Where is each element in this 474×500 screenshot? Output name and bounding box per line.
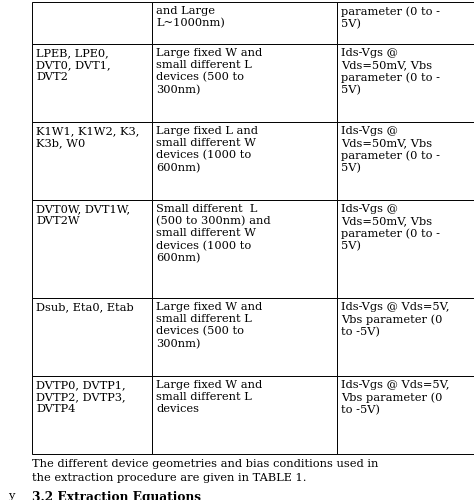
Text: Large fixed L and
small different W
devices (1000 to
600nm): Large fixed L and small different W devi… [156, 126, 258, 173]
Bar [32, 122, 152, 200]
Bar [337, 44, 474, 122]
Bar [152, 44, 337, 122]
Text: Ids-Vgs @ Vds=5V,
Vbs parameter (0
to -5V): Ids-Vgs @ Vds=5V, Vbs parameter (0 to -5… [341, 380, 449, 415]
Text: parameter (0 to -
5V): parameter (0 to - 5V) [341, 6, 440, 29]
Text: Large fixed W and
small different L
devices (500 to
300nm): Large fixed W and small different L devi… [156, 302, 262, 349]
Text: 3.2 Extraction Equations: 3.2 Extraction Equations [32, 491, 201, 500]
Text: Small different  L
(500 to 300nm) and
small different W
devices (1000 to
600nm): Small different L (500 to 300nm) and sma… [156, 204, 271, 263]
Bar [337, 298, 474, 376]
Text: Large fixed W and
small different L
devices (500 to
300nm): Large fixed W and small different L devi… [156, 48, 262, 95]
Text: and Large
L~1000nm): and Large L~1000nm) [156, 6, 225, 28]
Text: LPEB, LPE0,
DVT0, DVT1,
DVT2: LPEB, LPE0, DVT0, DVT1, DVT2 [36, 48, 110, 82]
Text: DVTP0, DVTP1,
DVTP2, DVTP3,
DVTP4: DVTP0, DVTP1, DVTP2, DVTP3, DVTP4 [36, 380, 126, 414]
Text: Ids-Vgs @
Vds=50mV, Vbs
parameter (0 to -
5V): Ids-Vgs @ Vds=50mV, Vbs parameter (0 to … [341, 204, 440, 251]
Bar [32, 298, 152, 376]
Text: Ids-Vgs @
Vds=50mV, Vbs
parameter (0 to -
5V): Ids-Vgs @ Vds=50mV, Vbs parameter (0 to … [341, 126, 440, 173]
Text: K1W1, K1W2, K3,
K3b, W0: K1W1, K1W2, K3, K3b, W0 [36, 126, 139, 148]
Bar [32, 200, 152, 298]
Text: DVT0W, DVT1W,
DVT2W: DVT0W, DVT1W, DVT2W [36, 204, 130, 226]
Text: Large fixed W and
small different L
devices: Large fixed W and small different L devi… [156, 380, 262, 414]
Text: Dsub, Eta0, Etab: Dsub, Eta0, Etab [36, 302, 134, 312]
Text: Ids-Vgs @ Vds=5V,
Vbs parameter (0
to -5V): Ids-Vgs @ Vds=5V, Vbs parameter (0 to -5… [341, 302, 449, 337]
Text: the extraction procedure are given in TABLE 1.: the extraction procedure are given in TA… [32, 473, 307, 483]
Bar [152, 200, 337, 298]
Bar [32, 376, 152, 454]
Bar [337, 2, 474, 44]
Bar [152, 2, 337, 44]
Bar [32, 44, 152, 122]
Text: Ids-Vgs @
Vds=50mV, Vbs
parameter (0 to -
5V): Ids-Vgs @ Vds=50mV, Vbs parameter (0 to … [341, 48, 440, 95]
Bar [32, 2, 152, 44]
Bar [337, 200, 474, 298]
Text: y: y [8, 491, 14, 500]
Bar [337, 122, 474, 200]
Bar [337, 376, 474, 454]
Text: The different device geometries and bias conditions used in: The different device geometries and bias… [32, 459, 378, 469]
Bar [152, 122, 337, 200]
Bar [152, 376, 337, 454]
Bar [152, 298, 337, 376]
